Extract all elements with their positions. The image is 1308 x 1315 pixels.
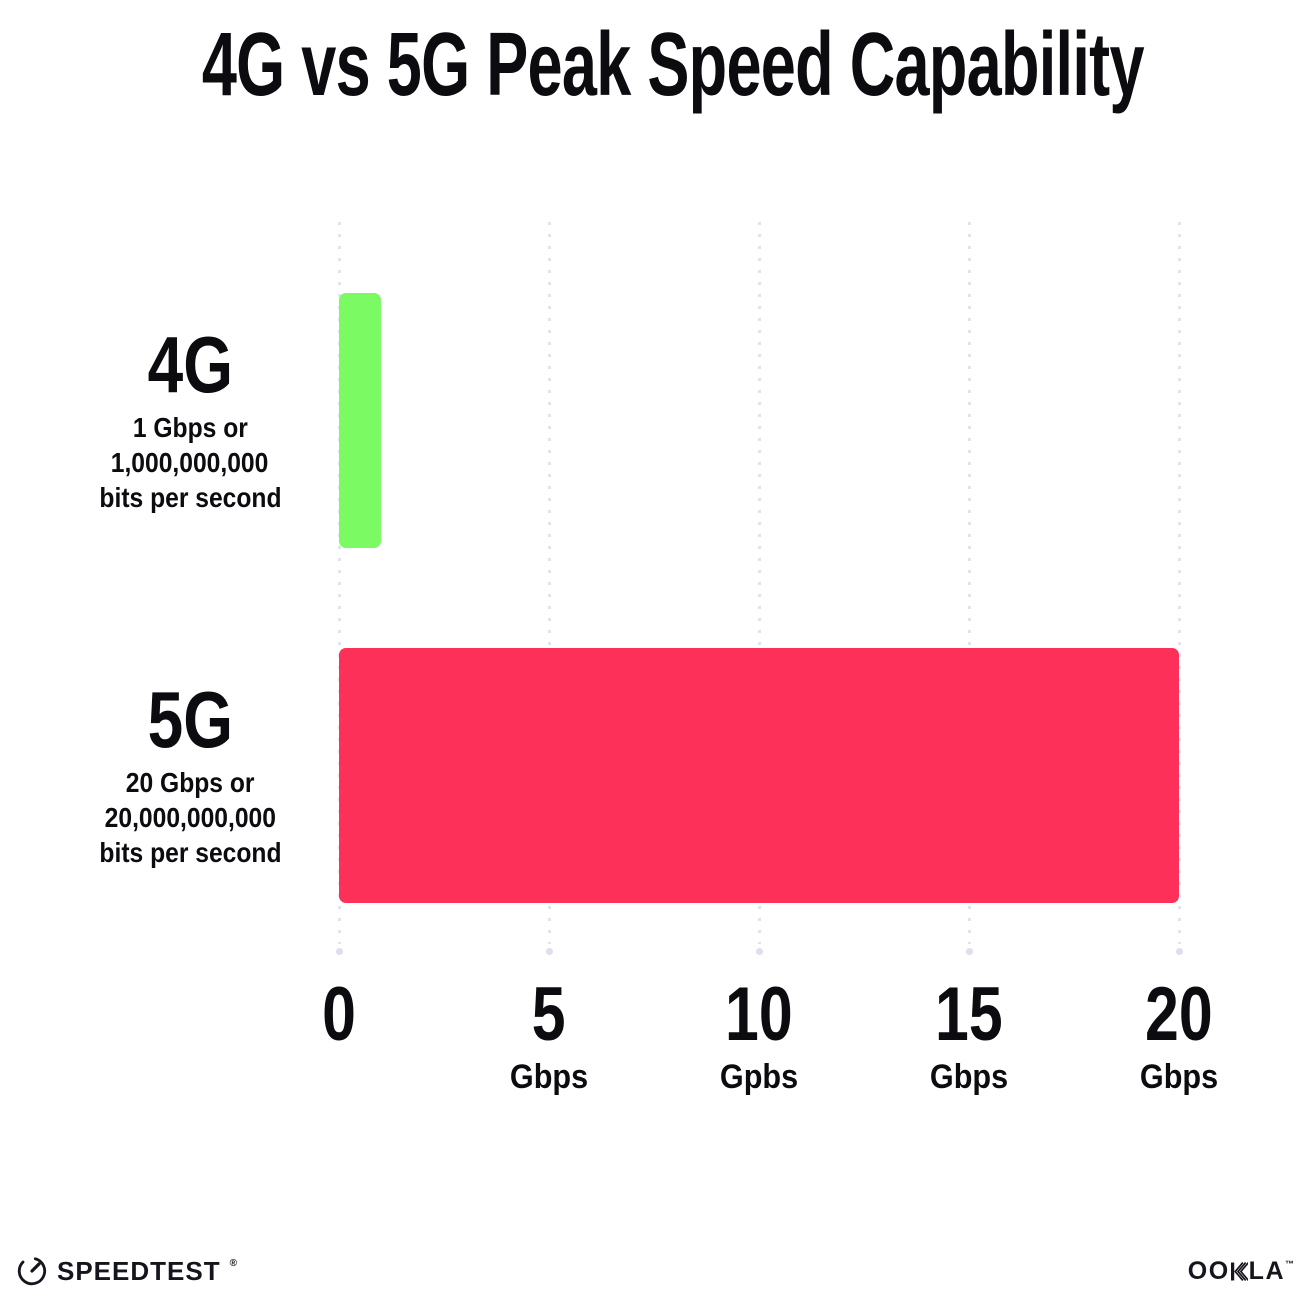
gridline-end-dot-0 (335, 948, 343, 955)
ookla-k-icon (1230, 1261, 1248, 1281)
x-tick-10: 10 Gpbs (716, 972, 803, 1096)
chart-title: 4G vs 5G Peak Speed Capability (0, 20, 1308, 110)
x-axis: 0 5 Gbps 10 Gpbs 15 Gbps 20 Gbps (322, 972, 1218, 1120)
ookla-trademark: ™ (1285, 1259, 1294, 1269)
row-subtitle-4g-line1: 1 Gbps or (132, 412, 248, 443)
ookla-logo: OO LA ™ (1188, 1258, 1294, 1284)
x-tick-number: 5 (532, 972, 566, 1057)
gridline-end-dot-5 (545, 948, 553, 955)
x-tick-20: 20 Gbps (1136, 972, 1223, 1096)
x-tick-5: 5 Gbps (506, 972, 593, 1096)
gridline-10 (757, 222, 761, 944)
row-title-4g: 4G (147, 320, 233, 409)
row-label-4g: 4G 1 Gbps or 1,000,000,000 bits per seco… (40, 320, 340, 515)
row-subtitle-5g-line2: 20,000,000,000 (104, 802, 276, 833)
x-tick-number: 10 (725, 972, 793, 1057)
speedtest-wordmark: SPEEDTEST (57, 1256, 221, 1286)
ookla-wordmark-right: LA (1248, 1257, 1285, 1285)
chart-title-text: 4G vs 5G Peak Speed Capability (201, 15, 1145, 115)
row-subtitle-5g-line3: bits per second (98, 837, 282, 868)
plot-area (335, 222, 1183, 955)
speedtest-trademark: ® (229, 1258, 237, 1269)
ookla-wordmark-left: OO (1187, 1257, 1230, 1285)
bar-4g (339, 293, 381, 548)
speedtest-gauge-icon (17, 1257, 47, 1286)
x-tick-unit: Gbps (509, 1058, 589, 1096)
row-subtitle-5g-line1: 20 Gbps or (125, 767, 255, 798)
x-tick-0: 0 (318, 972, 360, 1057)
gridline-15 (967, 222, 971, 944)
gridline-5 (547, 222, 551, 944)
x-tick-number: 15 (935, 972, 1003, 1057)
x-tick-unit: Gpbs (719, 1058, 799, 1096)
x-tick-unit: Gbps (1139, 1058, 1219, 1096)
row-subtitle-4g-line2: 1,000,000,000 (111, 447, 269, 478)
gridline-20 (1177, 222, 1181, 944)
x-tick-15: 15 Gbps (926, 972, 1013, 1096)
gridline-end-dot-10 (755, 948, 763, 955)
speedtest-logo: SPEEDTEST ® (16, 1252, 237, 1290)
x-tick-unit: Gbps (929, 1058, 1009, 1096)
x-tick-number: 20 (1145, 972, 1213, 1057)
row-label-5g: 5G 20 Gbps or 20,000,000,000 bits per se… (40, 675, 340, 870)
gridline-end-dot-20 (1175, 948, 1183, 955)
x-tick-number: 0 (322, 972, 356, 1057)
row-subtitle-4g-line3: bits per second (98, 482, 282, 513)
gridline-end-dot-15 (965, 948, 973, 955)
bar-5g (339, 648, 1179, 903)
row-title-5g: 5G (147, 675, 233, 764)
gridline-0 (337, 222, 341, 944)
